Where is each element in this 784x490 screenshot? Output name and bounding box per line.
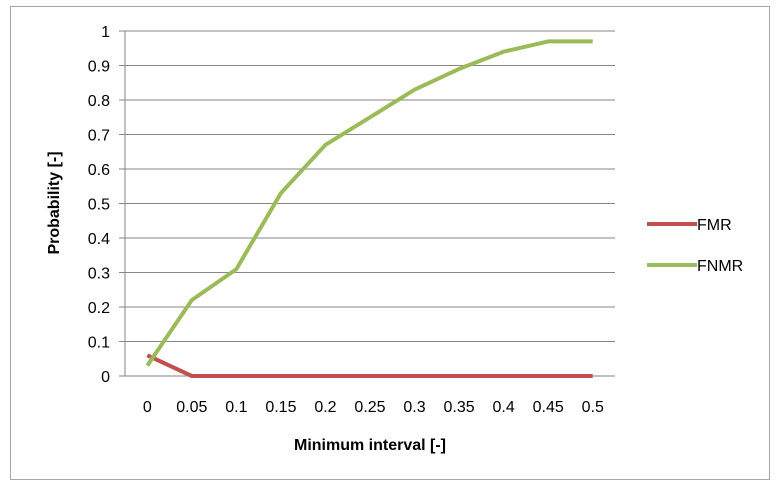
legend-label-fnmr: FNMR bbox=[697, 258, 743, 275]
y-tick-label: 1 bbox=[101, 24, 110, 41]
x-tick-label: 0.3 bbox=[403, 399, 425, 416]
x-tick-label: 0.4 bbox=[493, 399, 515, 416]
series-lines bbox=[145, 39, 593, 378]
x-axis-title: Minimum interval [-] bbox=[294, 437, 446, 454]
x-tick-label: 0.35 bbox=[444, 399, 475, 416]
y-tick-label: 0 bbox=[101, 369, 110, 386]
x-tick-label: 0.15 bbox=[265, 399, 296, 416]
axes bbox=[119, 30, 126, 377]
x-tick-label: 0.25 bbox=[354, 399, 385, 416]
series-line-fnmr bbox=[145, 39, 593, 367]
y-tick-label: 0.1 bbox=[88, 335, 110, 352]
line-chart: 0 0.1 0.2 0.3 0.4 0.5 0.6 0.7 0.8 0.9 1 0 0.05 0.1 0.1… bbox=[46, 24, 743, 454]
y-tick-label: 0.2 bbox=[88, 300, 110, 317]
y-tick-label: 0.3 bbox=[88, 266, 110, 283]
gridlines bbox=[125, 30, 615, 377]
y-tick-label: 0.9 bbox=[88, 59, 110, 76]
y-tick-label: 0.8 bbox=[88, 93, 110, 110]
legend: FMR FNMR bbox=[647, 217, 743, 275]
x-tick-label: 0.2 bbox=[314, 399, 336, 416]
x-tick-label: 0.45 bbox=[533, 399, 564, 416]
x-tick-label: 0.5 bbox=[582, 399, 604, 416]
y-tick-label: 0.6 bbox=[88, 162, 110, 179]
y-tick-label: 0.5 bbox=[88, 197, 110, 214]
legend-label-fmr: FMR bbox=[697, 217, 732, 234]
x-tick-label: 0.1 bbox=[225, 399, 247, 416]
series-line-fmr bbox=[146, 353, 593, 378]
tick-labels: 0 0.1 0.2 0.3 0.4 0.5 0.6 0.7 0.8 0.9 1 0 0.05 0.1 0.1… bbox=[88, 24, 604, 416]
x-tick-label: 0 bbox=[143, 399, 152, 416]
y-tick-label: 0.7 bbox=[88, 128, 110, 145]
chart-frame: 0 0.1 0.2 0.3 0.4 0.5 0.6 0.7 0.8 0.9 1 0 0.05 0.1 0.1… bbox=[10, 6, 770, 480]
y-axis-title: Probability [-] bbox=[46, 151, 63, 254]
y-tick-label: 0.4 bbox=[88, 231, 110, 248]
x-tick-label: 0.05 bbox=[176, 399, 207, 416]
